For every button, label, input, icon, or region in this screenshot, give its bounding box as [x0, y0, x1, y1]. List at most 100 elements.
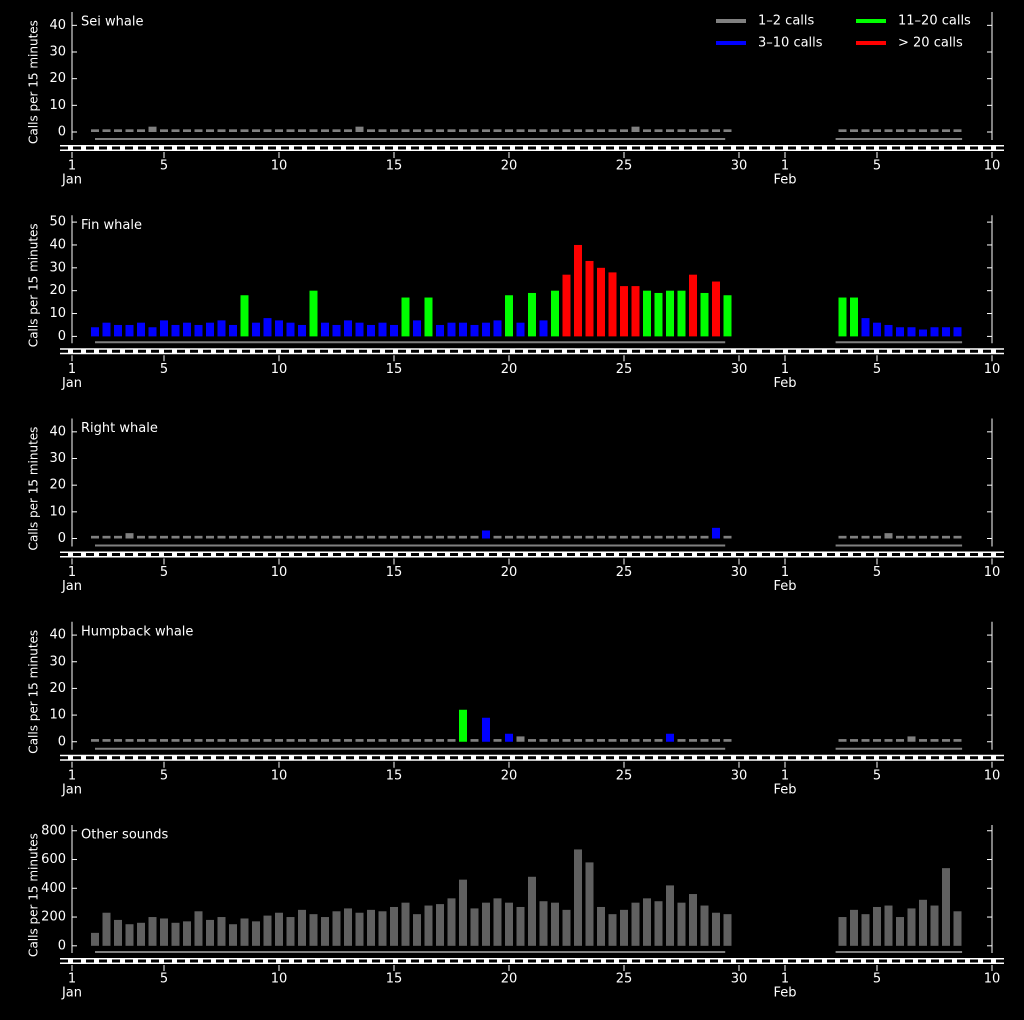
legend-label: 11–20 calls [898, 14, 971, 29]
bar [217, 917, 226, 946]
bar [413, 739, 421, 742]
bar [344, 320, 352, 337]
bar [413, 535, 421, 539]
bar [850, 909, 858, 946]
bar [240, 295, 249, 337]
y-tick-label: 30 [49, 654, 66, 669]
bar [206, 739, 214, 742]
bar [240, 129, 249, 132]
bar [539, 129, 548, 132]
bar [620, 286, 628, 337]
bar [309, 290, 318, 337]
bar [608, 129, 617, 132]
bar [286, 917, 295, 946]
x-tick-label: 5 [873, 565, 881, 580]
bar [413, 914, 421, 946]
bar [942, 535, 950, 539]
bar [298, 324, 306, 337]
bar [148, 126, 157, 132]
bar [723, 295, 732, 337]
bar [447, 322, 456, 337]
bar [378, 322, 387, 337]
bar [861, 739, 870, 742]
bar [378, 535, 387, 539]
bar [183, 739, 191, 742]
x-tick-label: 1 [68, 768, 76, 783]
bar [597, 267, 605, 337]
bar [689, 274, 697, 337]
x-tick-label: 5 [873, 362, 881, 377]
bar [643, 739, 651, 742]
bar [700, 905, 709, 946]
x-tick-label: 20 [501, 972, 518, 987]
panel-title: Humpback whale [81, 624, 193, 639]
bar [873, 739, 881, 742]
bar [229, 924, 237, 946]
y-tick-label: 20 [49, 283, 66, 298]
bar [114, 739, 122, 742]
x-tick-label: 10 [271, 565, 288, 580]
bar [930, 905, 939, 946]
month-label: Feb [773, 579, 796, 594]
x-tick-label: 10 [984, 565, 1001, 580]
bar [861, 318, 870, 337]
bar [631, 739, 640, 742]
bar [666, 535, 674, 539]
y-tick-label: 10 [49, 504, 66, 519]
x-tick-label: 5 [160, 972, 168, 987]
bar [194, 739, 203, 742]
bar [367, 324, 375, 337]
bar [585, 535, 594, 539]
bar [654, 901, 663, 946]
bar [919, 329, 927, 337]
bar [539, 535, 548, 539]
bar [953, 739, 962, 742]
x-tick-label: 10 [271, 768, 288, 783]
bar [298, 909, 306, 946]
bar [183, 921, 191, 946]
bar [390, 739, 398, 742]
legend-label: 1–2 calls [758, 14, 815, 29]
bar [505, 733, 513, 742]
bar [263, 739, 272, 742]
bar [229, 535, 237, 539]
bar [470, 324, 479, 337]
bar [528, 129, 536, 132]
bar [148, 535, 157, 539]
y-tick-label: 40 [49, 628, 66, 643]
bar [873, 129, 881, 132]
bar [183, 322, 191, 337]
bar [459, 879, 467, 946]
bar [125, 129, 134, 132]
bar [206, 322, 214, 337]
bar [447, 129, 456, 132]
bar [666, 290, 674, 337]
y-axis-label: Calls per 15 minutes [27, 20, 41, 144]
bar [137, 739, 145, 742]
bar [470, 908, 479, 946]
bar [424, 535, 433, 539]
y-tick-label: 30 [49, 451, 66, 466]
panel-title: Fin whale [81, 218, 142, 233]
x-tick-label: 10 [984, 972, 1001, 987]
x-tick-label: 30 [731, 768, 748, 783]
bar [137, 922, 145, 946]
bar [838, 917, 847, 946]
x-tick-label: 15 [386, 768, 403, 783]
bar [562, 909, 571, 946]
bar [528, 535, 536, 539]
bar [677, 129, 686, 132]
bar [528, 876, 536, 946]
x-tick-label: 1 [68, 565, 76, 580]
bar [229, 324, 237, 337]
bar [620, 739, 628, 742]
x-tick-label: 5 [873, 972, 881, 987]
bar [275, 129, 283, 132]
bar [907, 908, 916, 946]
bar [493, 739, 502, 742]
bar [712, 527, 720, 539]
bar [390, 129, 398, 132]
bar [838, 297, 847, 337]
bar [171, 324, 180, 337]
x-tick-label: 25 [616, 362, 633, 377]
